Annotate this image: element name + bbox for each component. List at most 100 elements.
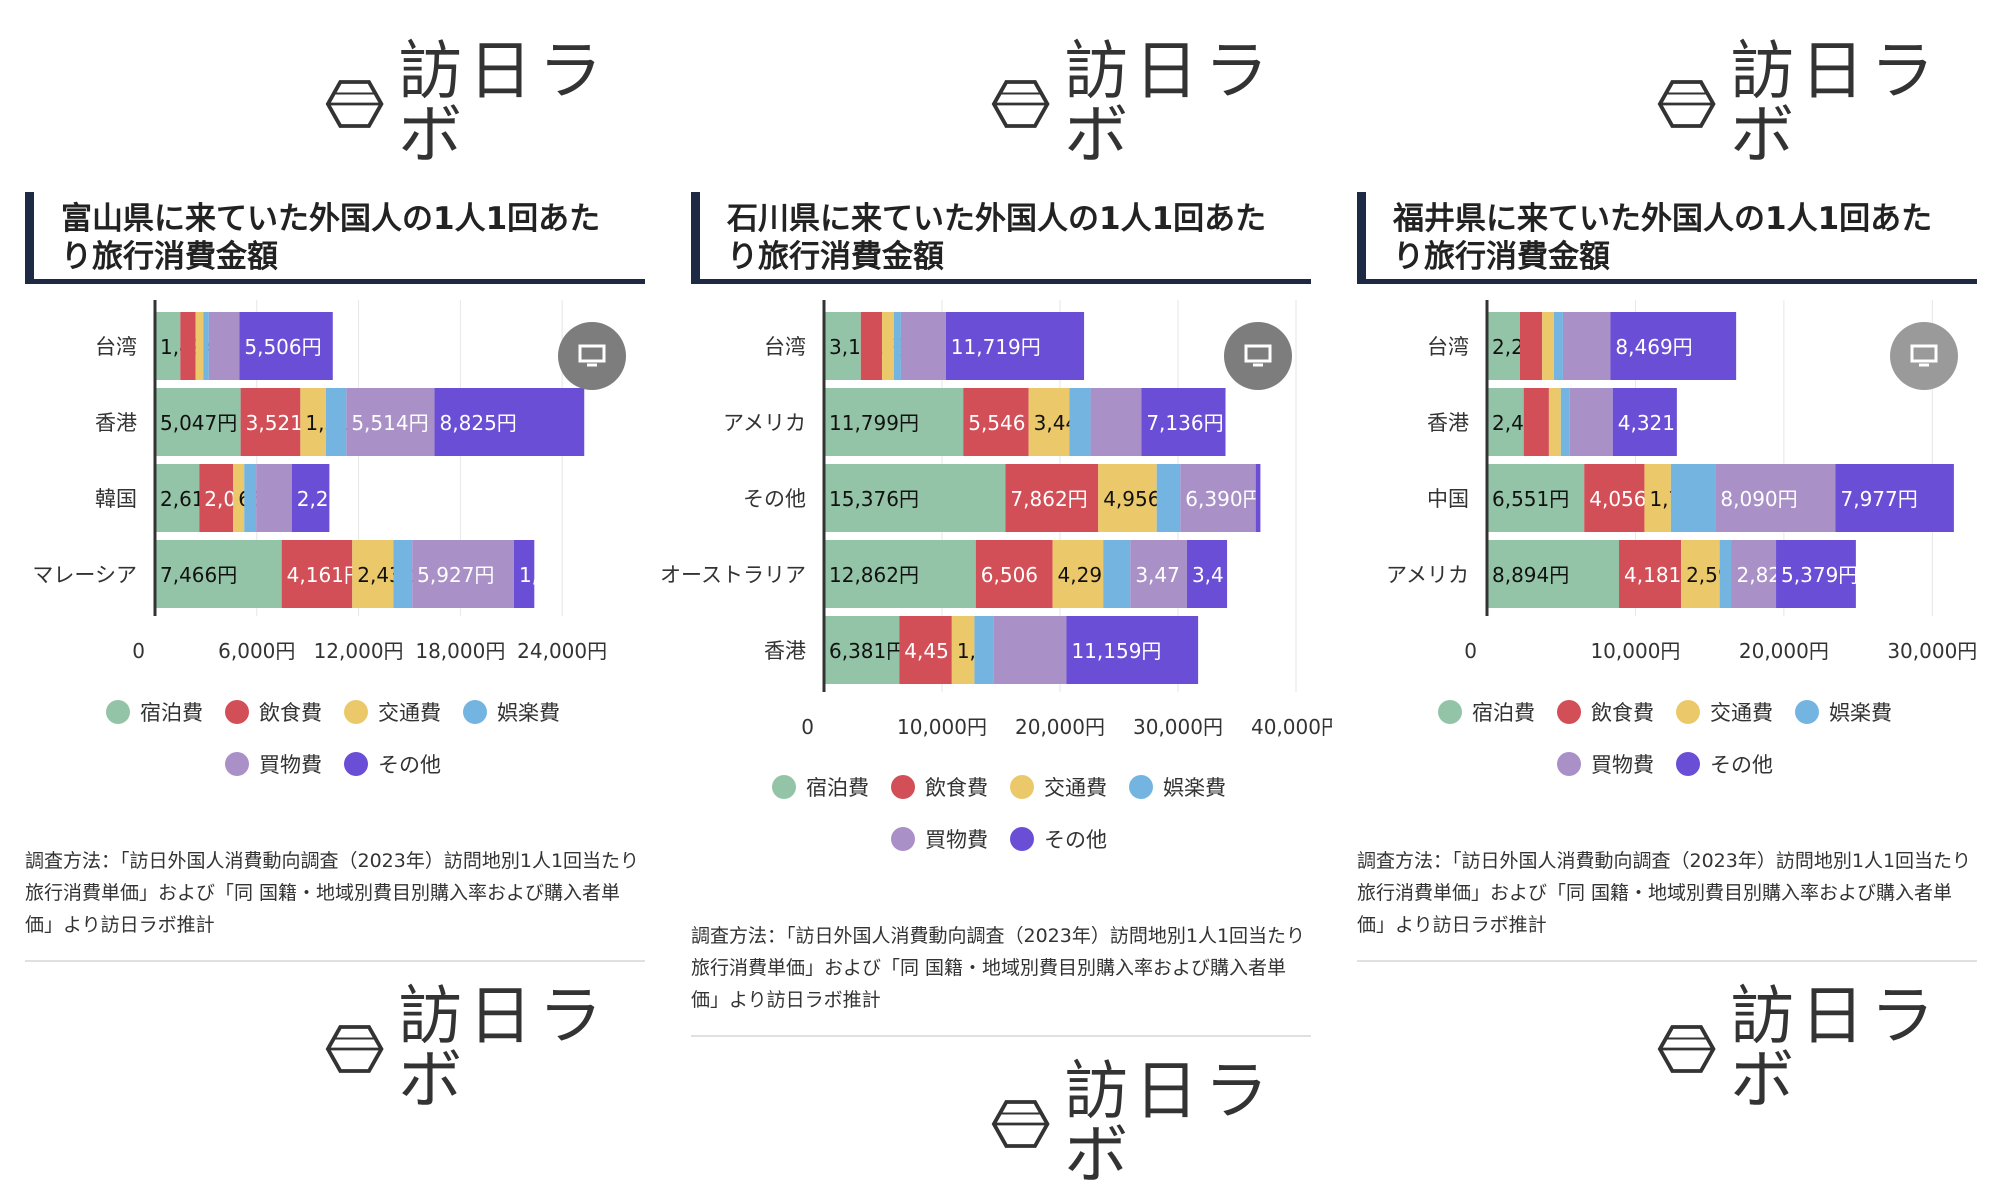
bar-segment[interactable] [1066,616,1199,684]
bar-segment[interactable] [945,312,1085,380]
bar-segment[interactable] [203,312,209,380]
legend-item[interactable]: 飲食費 [225,697,322,727]
bar-segment[interactable] [951,616,975,684]
bar-segment[interactable] [199,464,234,532]
bar-segment[interactable] [1560,388,1570,456]
bar-segment[interactable] [1619,540,1682,608]
bar-segment[interactable] [1731,540,1777,608]
bar-segment[interactable] [1103,540,1131,608]
legend-item[interactable]: 飲食費 [891,772,988,802]
bar-segment[interactable] [1569,388,1613,456]
bar-segment[interactable] [346,388,435,456]
bar-segment[interactable] [513,540,535,608]
present-button[interactable] [558,322,626,390]
bar-segment[interactable] [195,312,204,380]
bar-segment[interactable] [1670,464,1716,532]
bar-segment[interactable] [1028,388,1070,456]
bar-segment[interactable] [1542,312,1555,380]
bar-segment[interactable] [1141,388,1226,456]
bar-segment[interactable] [974,616,994,684]
bar-segment[interactable] [900,312,946,380]
bar-segment[interactable] [993,616,1067,684]
bar-segment[interactable] [325,388,347,456]
bar-segment[interactable] [1644,464,1671,532]
bar-segment[interactable] [1835,464,1954,532]
bar-segment[interactable] [240,388,301,456]
legend-item[interactable]: 買物費 [891,824,988,854]
legend-item[interactable]: その他 [344,749,441,779]
bar-segment[interactable] [824,464,1006,532]
bar-segment[interactable] [155,312,181,380]
legend-item[interactable]: 交通費 [344,697,441,727]
bar-segment[interactable] [882,312,894,380]
bar-segment[interactable] [1554,312,1563,380]
legend-item[interactable]: その他 [1010,824,1107,854]
bar-segment[interactable] [824,616,900,684]
present-button[interactable] [1224,322,1292,390]
bar-segment[interactable] [155,388,241,456]
bar-segment[interactable] [1130,540,1187,608]
bar-segment[interactable] [1523,388,1549,456]
bar-segment[interactable] [1719,540,1732,608]
legend-item[interactable]: その他 [1676,749,1773,779]
bar-segment[interactable] [1715,464,1836,532]
legend-item[interactable]: 宿泊費 [106,697,203,727]
bar-segment[interactable] [1186,540,1228,608]
bar-segment[interactable] [1519,312,1543,380]
bar-segment[interactable] [233,464,245,532]
bar-segment[interactable] [155,464,200,532]
legend-item[interactable]: 買物費 [1557,749,1654,779]
bar-segment[interactable] [893,312,901,380]
bar-segment[interactable] [1255,464,1261,532]
bar-segment[interactable] [244,464,257,532]
bar-segment[interactable] [1487,312,1520,380]
bar-segment[interactable] [1776,540,1856,608]
legend-item[interactable]: 交通費 [1010,772,1107,802]
bar-segment[interactable] [180,312,196,380]
legend-item[interactable]: 宿泊費 [1438,697,1535,727]
bar-segment[interactable] [1052,540,1104,608]
bar-segment[interactable] [899,616,952,684]
bar-segment[interactable] [352,540,394,608]
bar-segment[interactable] [1487,464,1585,532]
legend-item[interactable]: 娯楽費 [1795,697,1892,727]
bar-segment[interactable] [393,540,413,608]
legend-item[interactable]: 買物費 [225,749,322,779]
bar-segment[interactable] [1156,464,1181,532]
legend-item[interactable]: 宿泊費 [772,772,869,802]
bar-segment[interactable] [239,312,333,380]
bar-segment[interactable] [1548,388,1561,456]
bar-segment[interactable] [1180,464,1256,532]
bar-segment[interactable] [1005,464,1099,532]
bar-segment[interactable] [824,312,861,380]
bar-segment[interactable] [256,464,292,532]
bar-segment[interactable] [1090,388,1142,456]
bar-segment[interactable] [412,540,514,608]
legend-item[interactable]: 交通費 [1676,697,1773,727]
bar-segment[interactable] [208,312,240,380]
bar-segment[interactable] [963,388,1029,456]
bar-segment[interactable] [975,540,1053,608]
bar-segment[interactable] [281,540,353,608]
bar-segment[interactable] [300,388,326,456]
bar-segment[interactable] [1069,388,1091,456]
legend-item[interactable]: 飲食費 [1557,697,1654,727]
bar-segment[interactable] [1681,540,1720,608]
bar-segment[interactable] [155,540,282,608]
bar-segment[interactable] [1098,464,1157,532]
bar-segment[interactable] [824,540,976,608]
bar-segment[interactable] [1610,312,1737,380]
legend-item[interactable]: 娯楽費 [463,697,560,727]
bar-segment[interactable] [1487,388,1524,456]
present-button[interactable] [1890,322,1958,390]
bar-segment[interactable] [291,464,330,532]
bar-segment[interactable] [1562,312,1611,380]
data-label: 3,47 [1135,563,1180,587]
legend-item[interactable]: 娯楽費 [1129,772,1226,802]
bar-segment[interactable] [1487,540,1620,608]
bar-segment[interactable] [1612,388,1677,456]
bar-segment[interactable] [860,312,883,380]
bar-segment[interactable] [434,388,585,456]
bar-segment[interactable] [824,388,964,456]
bar-segment[interactable] [1584,464,1645,532]
